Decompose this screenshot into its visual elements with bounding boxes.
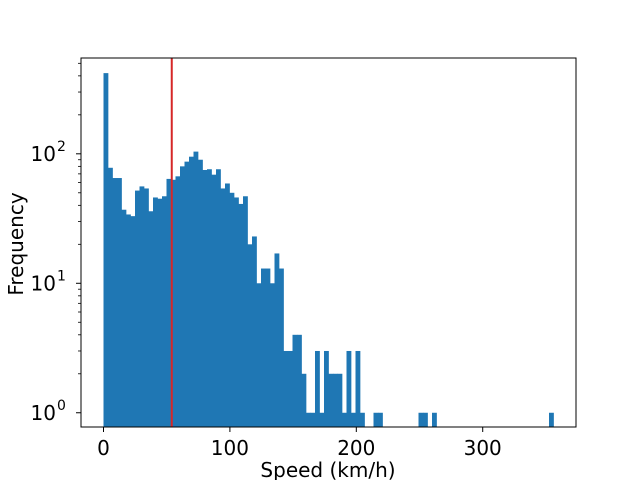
histogram-bar <box>360 412 365 427</box>
histogram-bar <box>234 197 239 427</box>
histogram-bar <box>166 178 172 427</box>
histogram-bar <box>333 373 338 427</box>
histogram-bar <box>432 412 437 427</box>
histogram-bar <box>216 169 221 428</box>
x-axis-label: Speed (km/h) <box>260 458 395 480</box>
histogram-bar <box>252 236 257 427</box>
x-tick-label: 100 <box>211 436 249 460</box>
histogram-bar <box>139 186 145 427</box>
y-tick-exponent: 1 <box>57 268 66 284</box>
histogram-bar <box>193 151 199 428</box>
histogram-bar <box>292 334 298 427</box>
histogram-bars <box>103 73 554 428</box>
x-tick-label: 300 <box>464 436 502 460</box>
histogram-bar <box>108 167 113 427</box>
histogram-bar <box>328 373 334 427</box>
histogram-bar <box>247 244 253 427</box>
histogram-bar <box>301 373 307 427</box>
y-axis-label: Frequency <box>4 192 28 295</box>
x-tick-label: 0 <box>97 436 110 460</box>
histogram-bar <box>319 412 325 427</box>
histogram-bar <box>211 174 217 427</box>
y-tick-label: 10 <box>31 401 56 425</box>
histogram-bar <box>261 268 266 427</box>
y-tick-exponent: 2 <box>57 139 66 155</box>
histogram-bar <box>198 159 203 428</box>
histogram-bar <box>423 412 428 427</box>
histogram-bar <box>355 350 361 427</box>
histogram-bar <box>103 73 109 428</box>
histogram-bar <box>189 156 194 427</box>
y-tick-label: 10 <box>31 271 56 295</box>
histogram-bar <box>202 169 208 428</box>
histogram-bar <box>418 412 424 427</box>
histogram-bar <box>148 211 154 427</box>
histogram-bar <box>117 178 122 427</box>
plot-frame <box>80 57 577 428</box>
histogram-bar <box>256 283 262 427</box>
histogram-bar <box>378 412 383 427</box>
histogram-bar <box>180 166 185 428</box>
y-tick-label: 10 <box>31 142 56 166</box>
histogram-bar <box>342 412 347 427</box>
histogram-bar <box>279 268 284 427</box>
histogram-bar <box>324 350 329 427</box>
histogram-bar <box>225 183 230 427</box>
histogram-bar <box>243 196 248 427</box>
histogram-bar <box>184 161 190 427</box>
histogram-bar <box>238 203 244 427</box>
histogram-bar <box>549 412 554 427</box>
histogram-bar <box>310 412 316 427</box>
histogram-bar <box>306 412 311 427</box>
histogram-bar <box>126 214 131 427</box>
histogram-bar <box>270 283 275 427</box>
histogram-bar <box>265 268 271 427</box>
histogram-bar <box>351 412 356 427</box>
histogram-bar <box>153 197 158 427</box>
histogram-bar <box>220 188 226 427</box>
histogram-bar <box>229 192 235 427</box>
x-tick-label: 200 <box>337 436 375 460</box>
histogram-bar <box>207 169 212 428</box>
histogram-bar <box>144 188 149 427</box>
y-tick-exponent: 0 <box>57 398 66 414</box>
histogram-bar <box>337 373 343 427</box>
histogram-bar <box>346 350 352 427</box>
histogram-bar <box>288 350 293 427</box>
histogram-bar <box>162 196 167 427</box>
histogram-bar <box>157 198 163 427</box>
histogram-bar <box>373 412 379 427</box>
histogram-bar <box>130 216 136 427</box>
histogram-bar <box>315 350 320 427</box>
histogram-bar <box>135 190 140 427</box>
histogram-bar <box>175 176 181 427</box>
histogram-bar <box>121 209 127 427</box>
histogram-bar <box>297 334 302 427</box>
histogram-bar <box>274 253 280 427</box>
histogram-bar <box>112 178 118 427</box>
histogram-bar <box>283 350 289 427</box>
histogram-bar <box>171 179 176 427</box>
x-axis-ticks: 0 100 200 300 <box>97 427 502 460</box>
